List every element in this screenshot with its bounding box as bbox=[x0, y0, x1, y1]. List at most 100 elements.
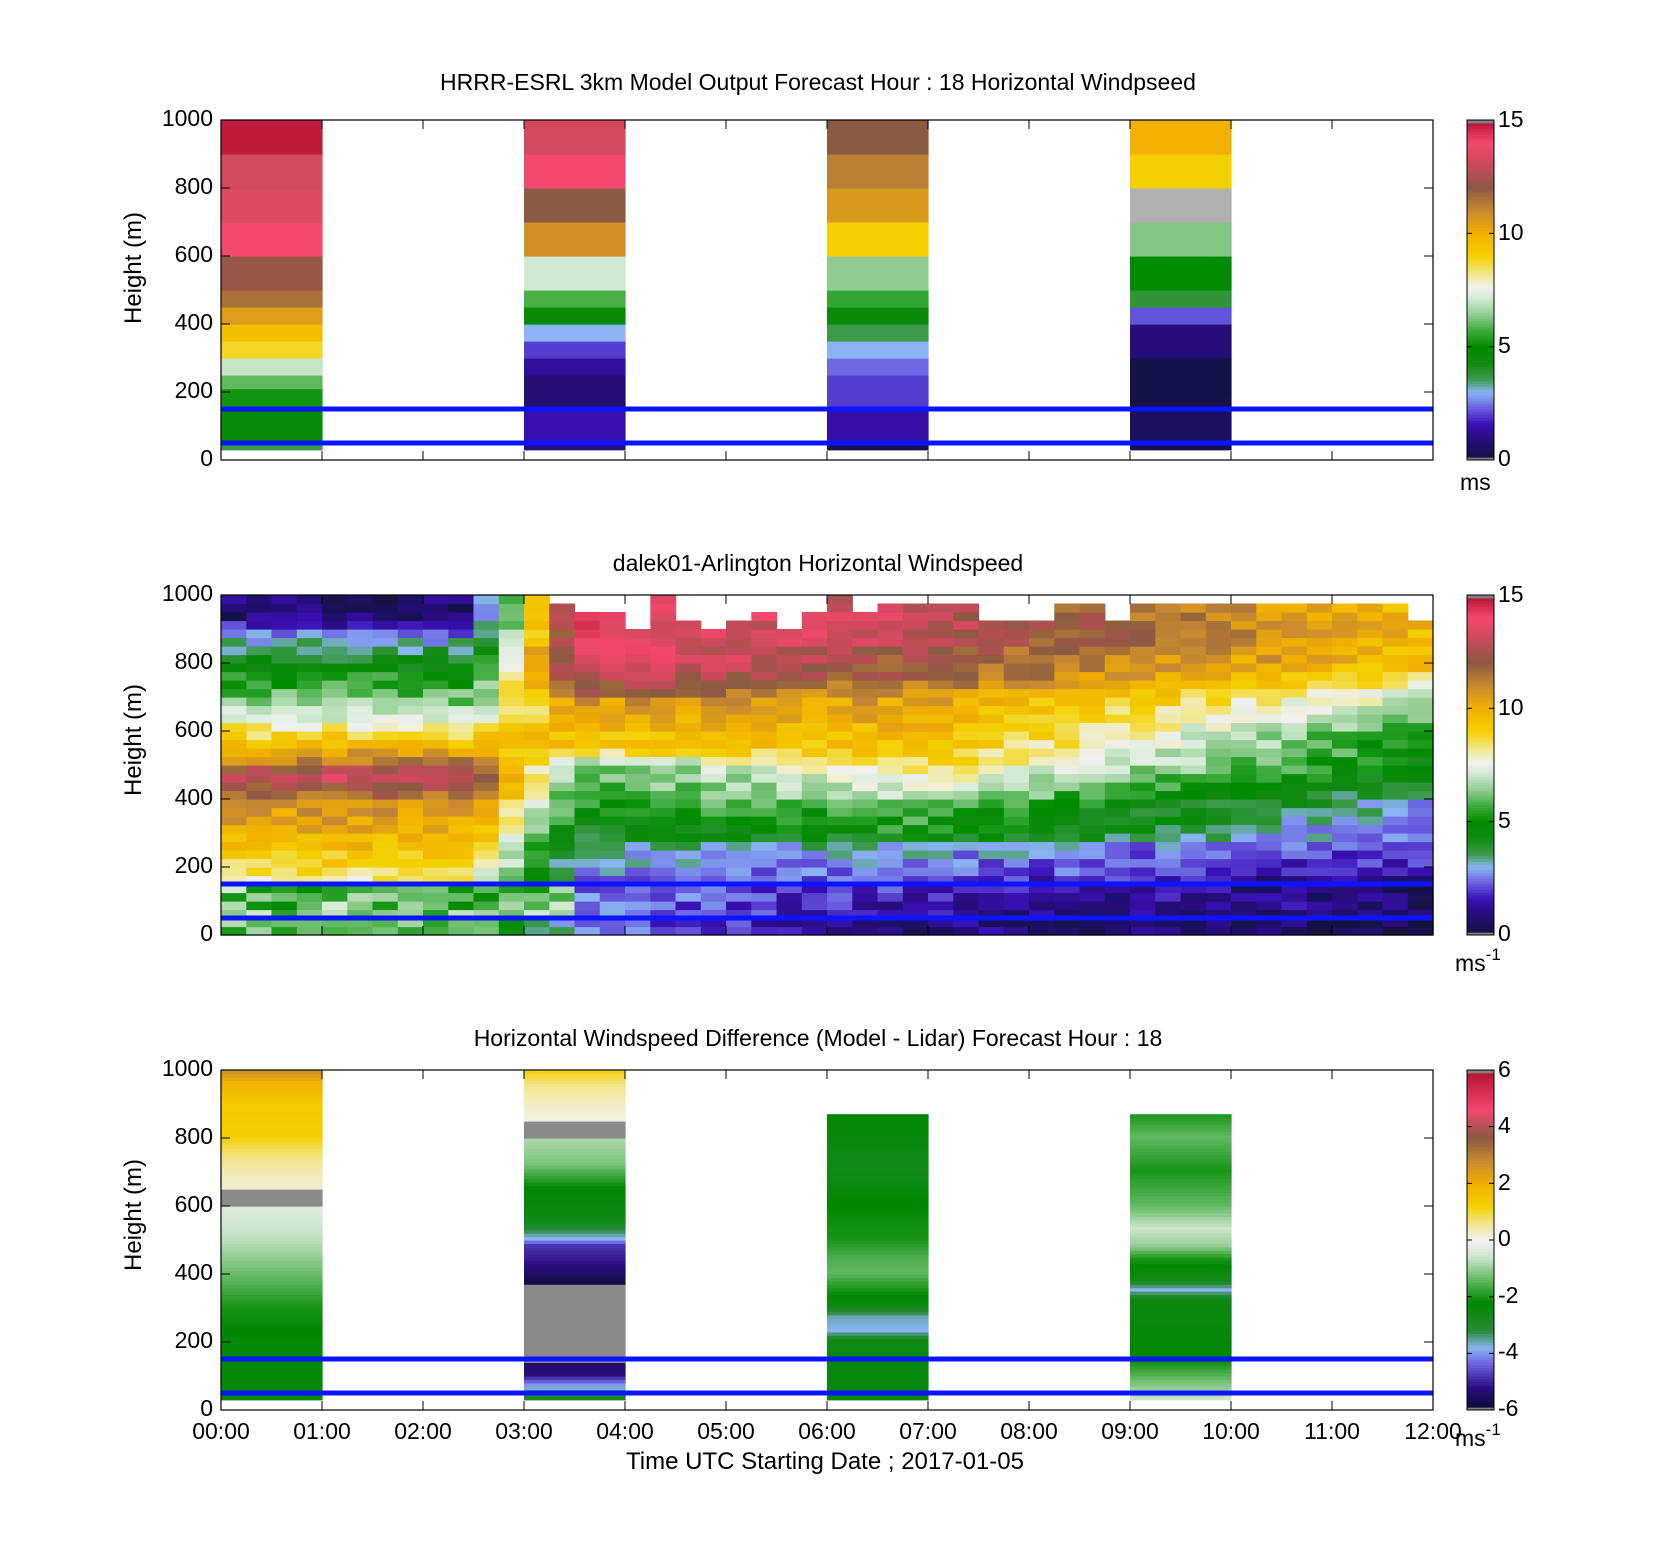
heatmap-cell bbox=[1130, 1223, 1232, 1227]
heatmap-cell bbox=[675, 731, 702, 741]
heatmap-cell bbox=[1155, 926, 1182, 936]
heatmap-cell bbox=[1054, 833, 1081, 843]
heatmap-cell bbox=[827, 1365, 929, 1370]
heatmap-cell bbox=[423, 756, 449, 766]
heatmap-cell bbox=[1130, 807, 1156, 817]
heatmap-cell bbox=[574, 748, 601, 758]
heatmap-cell bbox=[675, 765, 702, 775]
heatmap-cell bbox=[827, 1396, 929, 1401]
heatmap-cell bbox=[801, 816, 828, 826]
heatmap-cell bbox=[675, 858, 702, 868]
heatmap-cell bbox=[1130, 1195, 1232, 1200]
heatmap-cell bbox=[1357, 612, 1384, 622]
heatmap-cell bbox=[1382, 773, 1409, 783]
colorbar-swatch bbox=[1467, 629, 1494, 633]
heatmap-cell bbox=[1003, 637, 1030, 647]
heatmap-cell bbox=[221, 1270, 323, 1275]
colorbar-swatch bbox=[1467, 120, 1494, 124]
heatmap-cell bbox=[347, 654, 374, 664]
heatmap-cell bbox=[1407, 748, 1434, 758]
heatmap-cell bbox=[1332, 654, 1358, 664]
heatmap-cell bbox=[1029, 909, 1055, 919]
heatmap-cell bbox=[524, 307, 626, 325]
heatmap-cell bbox=[1382, 688, 1409, 698]
heatmap-cell bbox=[448, 909, 475, 919]
heatmap-cell bbox=[1332, 833, 1358, 843]
heatmap-cell bbox=[1332, 892, 1358, 902]
heatmap-cell bbox=[751, 680, 778, 690]
heatmap-cell bbox=[877, 892, 904, 902]
colorbar-swatch bbox=[1467, 375, 1494, 379]
heatmap-cell bbox=[852, 816, 879, 826]
heatmap-cell bbox=[1231, 901, 1257, 911]
heatmap-cell bbox=[801, 722, 828, 732]
heatmap-cell bbox=[372, 850, 399, 860]
heatmap-cell bbox=[751, 765, 778, 775]
heatmap-cell bbox=[599, 663, 626, 673]
heatmap-cell bbox=[827, 875, 853, 885]
heatmap-cell bbox=[221, 341, 323, 359]
panel-lidar-cbar-tick: 15 bbox=[1498, 581, 1524, 607]
heatmap-cell bbox=[1054, 697, 1081, 707]
heatmap-cell bbox=[827, 1233, 929, 1238]
heatmap-cell bbox=[1054, 782, 1081, 792]
heatmap-cell bbox=[1054, 722, 1081, 732]
colorbar-swatch bbox=[1467, 298, 1494, 302]
heatmap-cell bbox=[322, 739, 348, 749]
panel-difference-xtick: 02:00 bbox=[394, 1418, 452, 1444]
heatmap-cell bbox=[1130, 1202, 1232, 1207]
heatmap-cell bbox=[1205, 773, 1232, 783]
heatmap-cell bbox=[1231, 688, 1257, 698]
panel-difference-xtick: 05:00 bbox=[697, 1418, 755, 1444]
heatmap-cell bbox=[473, 782, 500, 792]
heatmap-cell bbox=[776, 807, 803, 817]
heatmap-cell bbox=[1155, 790, 1182, 800]
heatmap-cell bbox=[221, 1274, 323, 1278]
heatmap-cell bbox=[1306, 688, 1333, 698]
heatmap-cell bbox=[1306, 782, 1333, 792]
heatmap-cell bbox=[473, 867, 500, 877]
heatmap-cell bbox=[296, 731, 323, 741]
heatmap-cell bbox=[498, 748, 525, 758]
heatmap-cell bbox=[1407, 782, 1434, 792]
heatmap-cell bbox=[726, 654, 752, 664]
heatmap-cell bbox=[1130, 1165, 1232, 1170]
heatmap-cell bbox=[1231, 867, 1257, 877]
colorbar-swatch bbox=[1467, 1220, 1494, 1224]
colorbar-swatch bbox=[1467, 278, 1494, 282]
heatmap-cell bbox=[978, 620, 1005, 630]
colorbar-swatch bbox=[1467, 1373, 1494, 1377]
heatmap-cell bbox=[1306, 799, 1333, 809]
heatmap-cell bbox=[827, 1195, 929, 1200]
heatmap-cell bbox=[1180, 714, 1207, 724]
heatmap-cell bbox=[801, 892, 828, 902]
colorbar-swatch bbox=[1467, 1282, 1494, 1286]
heatmap-cell bbox=[524, 663, 550, 673]
heatmap-cell bbox=[827, 1325, 929, 1329]
heatmap-cell bbox=[675, 671, 702, 681]
heatmap-cell bbox=[1130, 799, 1156, 809]
heatmap-cell bbox=[599, 688, 626, 698]
heatmap-cell bbox=[221, 1233, 323, 1238]
heatmap-cell bbox=[827, 1175, 929, 1180]
heatmap-cell bbox=[1332, 620, 1358, 630]
heatmap-cell bbox=[599, 807, 626, 817]
heatmap-cell bbox=[726, 901, 752, 911]
heatmap-cell bbox=[1130, 1253, 1232, 1258]
heatmap-cell bbox=[322, 782, 348, 792]
heatmap-cell bbox=[1231, 697, 1257, 707]
heatmap-cell bbox=[397, 714, 424, 724]
heatmap-cell bbox=[473, 612, 500, 622]
colorbar-swatch bbox=[1467, 631, 1494, 636]
heatmap-cell bbox=[524, 188, 626, 223]
colorbar-swatch bbox=[1467, 1084, 1494, 1088]
colorbar-swatch bbox=[1467, 250, 1494, 254]
heatmap-cell bbox=[1029, 790, 1055, 800]
heatmap-cell bbox=[448, 765, 475, 775]
heatmap-cell bbox=[221, 705, 247, 715]
colorbar-swatch bbox=[1467, 595, 1494, 599]
heatmap-cell bbox=[1130, 1301, 1232, 1306]
heatmap-cell bbox=[625, 833, 651, 843]
heatmap-cell bbox=[827, 816, 853, 826]
heatmap-cell bbox=[1231, 705, 1257, 715]
